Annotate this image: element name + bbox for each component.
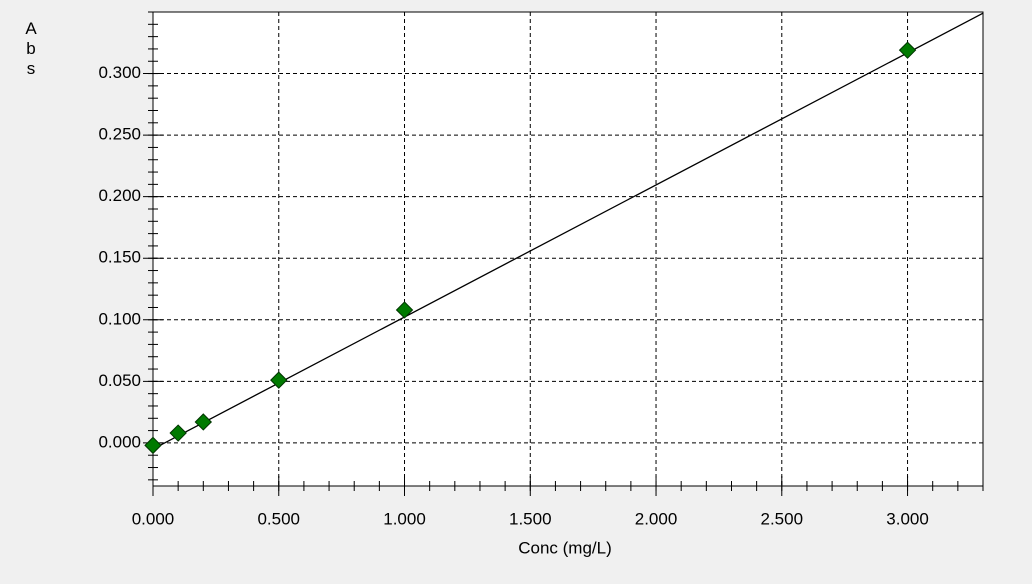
y-tick-label: 0.050 bbox=[98, 371, 141, 390]
y-tick-label: 0.300 bbox=[98, 63, 141, 82]
data-point bbox=[270, 371, 288, 389]
x-tick-label: 3.000 bbox=[886, 509, 929, 528]
y-tick-label: 0.250 bbox=[98, 125, 141, 144]
data-point bbox=[144, 436, 162, 455]
data-point bbox=[169, 424, 187, 442]
y-tick-label: 0.000 bbox=[98, 432, 141, 451]
data-point bbox=[194, 413, 213, 431]
data-point bbox=[898, 41, 917, 59]
plot-area bbox=[152, 11, 984, 487]
x-tick-label: 1.500 bbox=[509, 509, 552, 528]
x-tick-label: 0.000 bbox=[132, 509, 175, 528]
x-tick-label: 2.500 bbox=[761, 509, 804, 528]
y-tick-label: 0.100 bbox=[98, 309, 141, 328]
fit-line bbox=[152, 12, 984, 450]
x-tick-label: 2.000 bbox=[635, 509, 678, 528]
x-tick-label: 1.000 bbox=[383, 509, 426, 528]
y-tick-label: 0.200 bbox=[98, 186, 141, 205]
x-tick-label: 0.500 bbox=[257, 509, 300, 528]
y-tick-label: 0.150 bbox=[98, 248, 141, 267]
x-axis-label: Conc (mg/L) bbox=[518, 538, 612, 557]
data-point bbox=[395, 301, 414, 319]
